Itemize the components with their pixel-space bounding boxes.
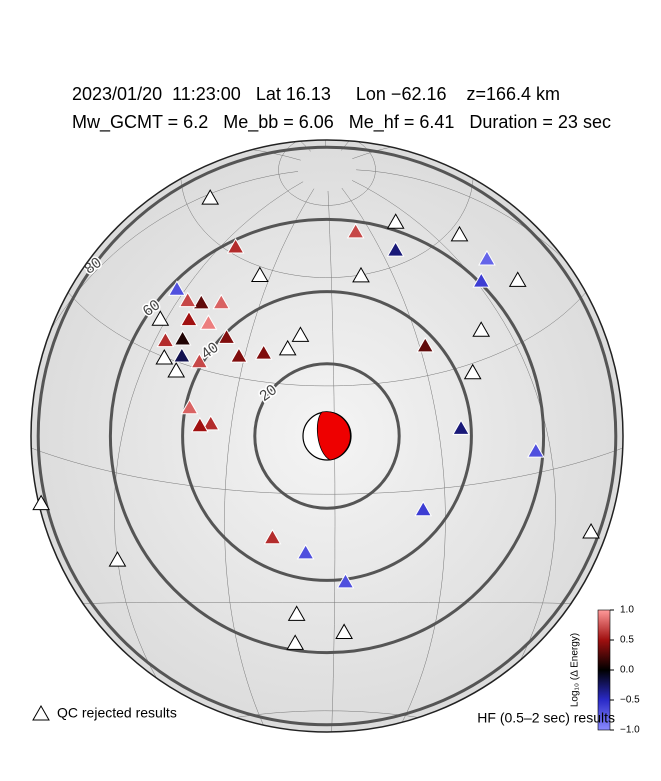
graticule-line xyxy=(341,187,446,727)
station xyxy=(278,339,297,356)
station xyxy=(450,225,469,242)
graticule-line xyxy=(74,602,574,605)
station xyxy=(287,605,306,621)
station xyxy=(336,572,355,589)
station xyxy=(582,523,600,539)
station xyxy=(192,293,211,310)
station xyxy=(201,414,220,431)
station xyxy=(168,280,186,296)
legend-text: HF (0.5–2 sec) results xyxy=(477,710,615,726)
distance-ring xyxy=(181,290,473,582)
colorbar: 1.0 0.5 0.0 −0.5 −1.0 xyxy=(597,605,640,736)
station xyxy=(217,328,236,344)
station xyxy=(286,634,305,650)
station xyxy=(472,321,491,337)
graticule-line xyxy=(327,190,336,732)
station xyxy=(199,314,218,330)
station xyxy=(416,336,435,353)
station xyxy=(173,329,192,346)
beachball xyxy=(302,411,352,461)
station xyxy=(346,222,365,239)
station xyxy=(180,398,199,415)
distance-ring xyxy=(36,145,618,727)
station xyxy=(151,310,170,326)
colorbar-tick-label: −1.0 xyxy=(620,725,640,736)
colorbar-tick-label: 0.5 xyxy=(620,635,634,646)
stations xyxy=(32,189,600,650)
station xyxy=(230,347,248,363)
station xyxy=(352,266,370,283)
station xyxy=(190,352,209,369)
station xyxy=(254,344,273,360)
station xyxy=(386,241,405,257)
graticule-line xyxy=(31,171,299,378)
colorbar-tick-label: −0.5 xyxy=(620,695,640,706)
graticule-line xyxy=(224,188,315,732)
colorbar-tick-label: 0.0 xyxy=(620,665,634,676)
distance-ring xyxy=(253,362,401,510)
station xyxy=(167,362,186,378)
graticule-line xyxy=(114,181,304,692)
station xyxy=(478,249,496,266)
station xyxy=(172,346,191,363)
header-line: Mw_GCMT = 6.2 Me_bb = 6.06 Me_hf = 6.41 … xyxy=(72,112,611,133)
station xyxy=(296,543,315,560)
station xyxy=(108,551,127,567)
station xyxy=(155,349,174,365)
station xyxy=(526,442,545,458)
distance-ring xyxy=(108,217,546,655)
station xyxy=(291,326,310,342)
map-outline xyxy=(30,139,624,733)
station xyxy=(201,189,220,205)
colorbar-label: Log₁₀ (Δ Energy) xyxy=(570,633,581,707)
station xyxy=(386,213,405,229)
station xyxy=(463,363,482,380)
station xyxy=(414,500,433,517)
station xyxy=(452,419,470,435)
station xyxy=(191,416,209,433)
station xyxy=(508,271,527,287)
graticule-line xyxy=(31,445,623,495)
station xyxy=(180,310,198,327)
station xyxy=(226,237,245,254)
station xyxy=(156,331,175,348)
station xyxy=(178,291,197,308)
station xyxy=(212,293,231,310)
graticule-line xyxy=(351,180,556,682)
station xyxy=(32,494,50,511)
header-line: 2023/01/20 11:23:00 Lat 16.13 Lon −62.16… xyxy=(72,84,560,104)
legend-symbol xyxy=(32,704,50,721)
colorbar-tick-label: 1.0 xyxy=(620,605,634,616)
graticule-line xyxy=(180,168,474,278)
station xyxy=(250,266,269,283)
graticule-line xyxy=(66,286,591,387)
graticule-line xyxy=(278,140,376,206)
station xyxy=(472,272,491,288)
legend-text: QC rejected results xyxy=(57,705,177,721)
station xyxy=(263,528,282,545)
station xyxy=(335,623,353,639)
